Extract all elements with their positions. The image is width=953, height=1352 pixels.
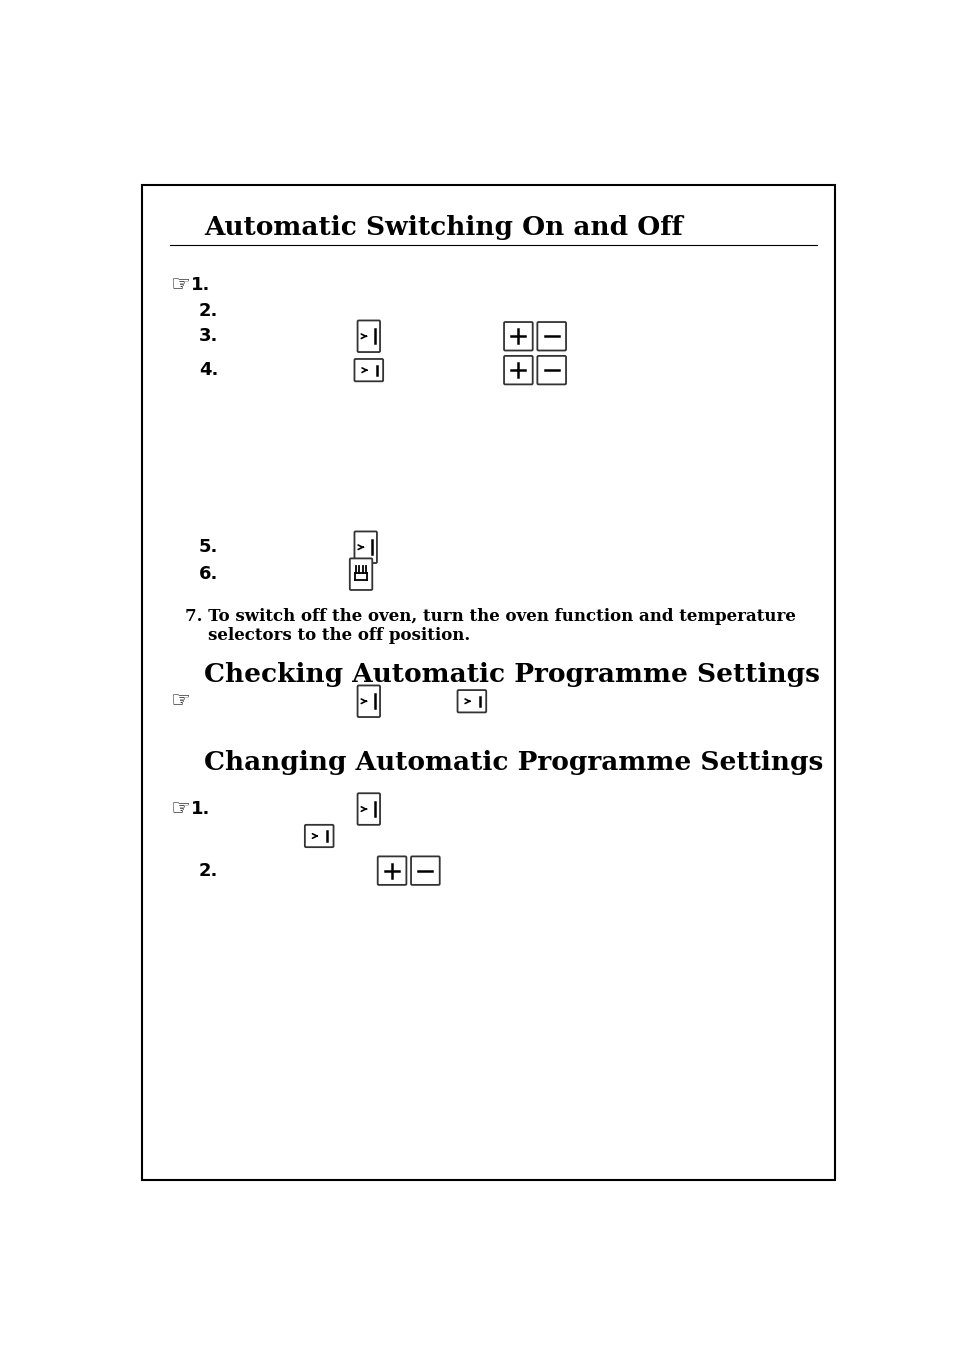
Text: selectors to the off position.: selectors to the off position. <box>185 626 470 644</box>
Text: ☞: ☞ <box>171 799 191 819</box>
Text: Automatic Switching On and Off: Automatic Switching On and Off <box>204 215 682 241</box>
Text: 2.: 2. <box>199 861 218 880</box>
Text: ☞: ☞ <box>171 691 191 711</box>
FancyBboxPatch shape <box>377 856 406 886</box>
FancyBboxPatch shape <box>537 322 565 350</box>
Text: Checking Automatic Programme Settings: Checking Automatic Programme Settings <box>204 661 820 687</box>
FancyBboxPatch shape <box>503 322 532 350</box>
Text: 4.: 4. <box>199 361 218 379</box>
Text: 1.: 1. <box>192 276 211 295</box>
FancyBboxPatch shape <box>305 825 334 848</box>
Text: 5.: 5. <box>199 538 218 556</box>
FancyBboxPatch shape <box>503 356 532 384</box>
FancyBboxPatch shape <box>357 320 379 352</box>
FancyBboxPatch shape <box>355 360 383 381</box>
Text: 1.: 1. <box>192 800 211 818</box>
FancyBboxPatch shape <box>350 558 372 589</box>
FancyBboxPatch shape <box>355 531 376 562</box>
FancyBboxPatch shape <box>411 856 439 886</box>
Text: 6.: 6. <box>199 565 218 583</box>
Text: 3.: 3. <box>199 327 218 345</box>
Text: 7. To switch off the oven, turn the oven function and temperature: 7. To switch off the oven, turn the oven… <box>185 608 795 625</box>
FancyBboxPatch shape <box>457 690 486 713</box>
FancyBboxPatch shape <box>357 685 379 717</box>
FancyBboxPatch shape <box>537 356 565 384</box>
Text: ☞: ☞ <box>171 276 191 296</box>
Text: Changing Automatic Programme Settings: Changing Automatic Programme Settings <box>204 750 823 775</box>
FancyBboxPatch shape <box>357 794 379 825</box>
Text: 2.: 2. <box>199 301 218 320</box>
